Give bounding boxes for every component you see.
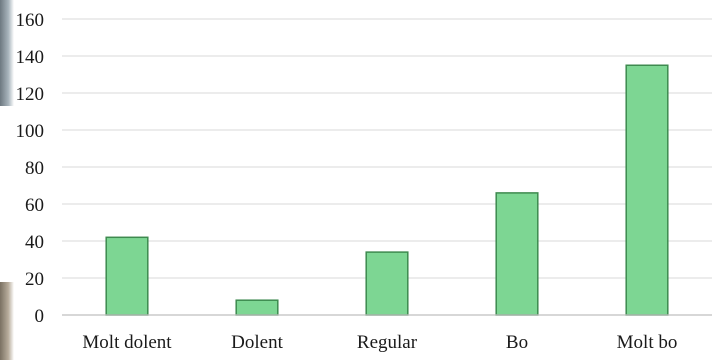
y-tick-label: 80 [25, 158, 44, 179]
background-photo-edge-top [0, 0, 14, 106]
y-tick-label: 160 [16, 10, 45, 31]
bar-molt-dolent [105, 236, 149, 316]
background-photo-edge-bottom [0, 282, 14, 360]
y-tick-label: 60 [25, 195, 44, 216]
x-tick-label: Dolent [231, 332, 283, 353]
tick-labels: 0 20 40 60 80 100 120 140 160 Molt dolent Dolent Re… [16, 10, 678, 353]
y-tick-label: 100 [16, 121, 45, 142]
y-tick-label: 40 [25, 232, 44, 253]
bar-bo [495, 192, 539, 316]
y-tick-label: 140 [16, 47, 45, 68]
y-tick-label: 20 [25, 269, 44, 290]
y-tick-label: 0 [35, 306, 45, 327]
y-tick-label: 120 [16, 84, 45, 105]
x-tick-label: Molt bo [617, 332, 678, 353]
x-tick-label: Regular [357, 332, 418, 353]
bar-molt-bo [625, 64, 669, 316]
bar-regular [365, 251, 409, 316]
gridlines [62, 18, 712, 279]
x-tick-label: Molt dolent [82, 332, 172, 353]
x-tick-label: Bo [506, 332, 528, 353]
bar-dolent [235, 299, 279, 316]
